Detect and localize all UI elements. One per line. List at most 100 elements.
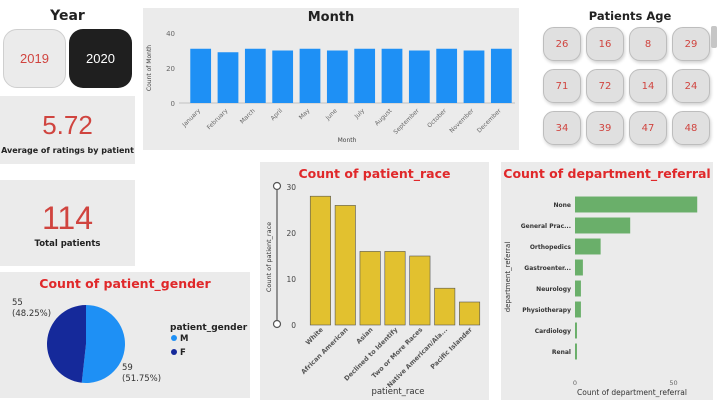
- x-tick-label: September: [392, 107, 421, 136]
- gender-chart-panel: Count of patient_gender 59 (51.75%) 55 (48.…: [0, 272, 250, 398]
- x-tick-label: June: [324, 107, 339, 122]
- bar: [190, 48, 212, 103]
- age-option[interactable]: 24: [672, 69, 710, 103]
- age-option[interactable]: 8: [629, 27, 667, 61]
- bar: [217, 52, 239, 103]
- x-tick-label: November: [448, 107, 475, 134]
- pie-data-label: (48.25%): [12, 309, 51, 319]
- age-option[interactable]: 29: [672, 27, 710, 61]
- bar: [408, 50, 430, 103]
- bar: [299, 48, 321, 103]
- x-axis-label: patient_race: [371, 387, 424, 397]
- bar: [326, 50, 348, 103]
- race-chart: 0 10 20 30 Count of patient_race WhiteAfrican…: [265, 181, 481, 397]
- x-tick-label: July: [353, 107, 367, 121]
- x-tick-label: Pacific Islander: [429, 325, 475, 371]
- year-slicer-title: Year: [50, 8, 85, 24]
- x-tick-label: February: [206, 107, 230, 131]
- bar: [381, 48, 403, 103]
- y-tick-label: Renal: [552, 349, 571, 356]
- y-tick-label: 0: [291, 321, 296, 330]
- year-option-2020[interactable]: 2020: [69, 29, 132, 88]
- y-axis-label: Count of Month: [146, 45, 153, 91]
- x-tick-label: White: [304, 325, 325, 346]
- y-axis-label: Count of patient_race: [265, 222, 273, 292]
- x-tick-label: 50: [669, 379, 677, 387]
- year-option-2019[interactable]: 2019: [3, 29, 66, 88]
- age-option[interactable]: 14: [629, 69, 667, 103]
- dept-chart-panel: Count of department_referral department_…: [501, 162, 713, 400]
- y-axis-label: department_referral: [504, 242, 512, 313]
- gender-legend-title: patient_gender: [170, 323, 248, 333]
- bar: [575, 196, 698, 213]
- bar: [575, 280, 581, 297]
- bar: [459, 301, 481, 326]
- y-tick-label: 10: [286, 275, 296, 284]
- y-tick-label: None: [554, 202, 571, 209]
- month-chart-panel: Month 0 20 40 Count of Month January February…: [143, 8, 519, 150]
- bar: [575, 238, 601, 255]
- pie-slice: [46, 305, 86, 383]
- age-option[interactable]: 16: [586, 27, 624, 61]
- x-tick-label: October: [426, 107, 448, 129]
- range-slider-handle[interactable]: [272, 181, 282, 191]
- y-tick-label: Cardiology: [535, 328, 571, 335]
- legend-item: M: [180, 334, 188, 344]
- x-axis-label: Count of department_referral: [577, 388, 687, 397]
- bar: [575, 301, 581, 318]
- legend-marker: [171, 335, 177, 341]
- bar: [272, 50, 294, 103]
- rating-value: 5.72: [42, 110, 93, 140]
- y-tick-label: 20: [166, 65, 175, 73]
- rating-label: Average of ratings by patient: [1, 146, 134, 155]
- x-tick-label: August: [374, 107, 394, 127]
- bar: [490, 48, 512, 103]
- bar: [434, 287, 456, 326]
- age-slicer-scrollbar[interactable]: [711, 26, 717, 48]
- bar: [409, 255, 431, 326]
- bar: [575, 322, 577, 339]
- x-axis-label: Month: [338, 137, 357, 144]
- patients-value: 114: [41, 200, 93, 236]
- bar: [575, 217, 631, 234]
- gender-chart-title: Count of patient_gender: [39, 276, 211, 291]
- y-tick-label: General Prac...: [521, 223, 571, 230]
- patients-label: Total patients: [34, 239, 101, 249]
- bar: [309, 195, 331, 326]
- pie-slice: [81, 305, 125, 383]
- legend-item: F: [180, 348, 186, 358]
- age-option[interactable]: 26: [543, 27, 581, 61]
- y-tick-label: 40: [166, 30, 175, 38]
- x-tick-label: January: [180, 107, 202, 129]
- x-tick-label: March: [239, 107, 257, 125]
- age-option[interactable]: 72: [586, 69, 624, 103]
- age-option[interactable]: 34: [543, 111, 581, 145]
- legend-marker: [171, 349, 177, 355]
- x-tick-label: 0: [573, 379, 577, 387]
- dept-chart: department_referral None General Prac... Or…: [504, 196, 698, 397]
- age-slicer: Patients Age 26 16 8 29 71 72 14 24 34 39 47 48: [535, 0, 720, 148]
- age-slicer-title: Patients Age: [588, 9, 672, 23]
- bar: [334, 205, 356, 326]
- race-chart-panel: Count of patient_race 0 10 20 30 Count of pa…: [260, 162, 489, 400]
- gender-chart: 59(51.75%) 55(48.25%) MF: [12, 298, 188, 384]
- age-option[interactable]: 39: [586, 111, 624, 145]
- month-chart-title: Month: [307, 10, 355, 25]
- range-slider-handle[interactable]: [272, 319, 282, 329]
- bar: [359, 251, 381, 326]
- rating-card: 5.72 Average of ratings by patient: [0, 96, 135, 164]
- age-option[interactable]: 71: [543, 69, 581, 103]
- bar: [384, 251, 406, 326]
- age-option[interactable]: 47: [629, 111, 667, 145]
- race-chart-title: Count of patient_race: [298, 166, 451, 181]
- x-tick-label: Asian: [355, 326, 375, 346]
- bar: [354, 48, 376, 103]
- year-slicer: Year 2019 2020: [0, 0, 135, 92]
- y-tick-label: Physiotherapy: [522, 307, 571, 314]
- age-option[interactable]: 48: [672, 111, 710, 145]
- y-tick-label: Gastroenter...: [524, 265, 571, 272]
- x-tick-label: May: [298, 107, 312, 121]
- y-tick-label: Orthopedics: [530, 244, 572, 251]
- y-tick-label: 20: [286, 229, 296, 238]
- y-tick-label: 30: [286, 183, 296, 192]
